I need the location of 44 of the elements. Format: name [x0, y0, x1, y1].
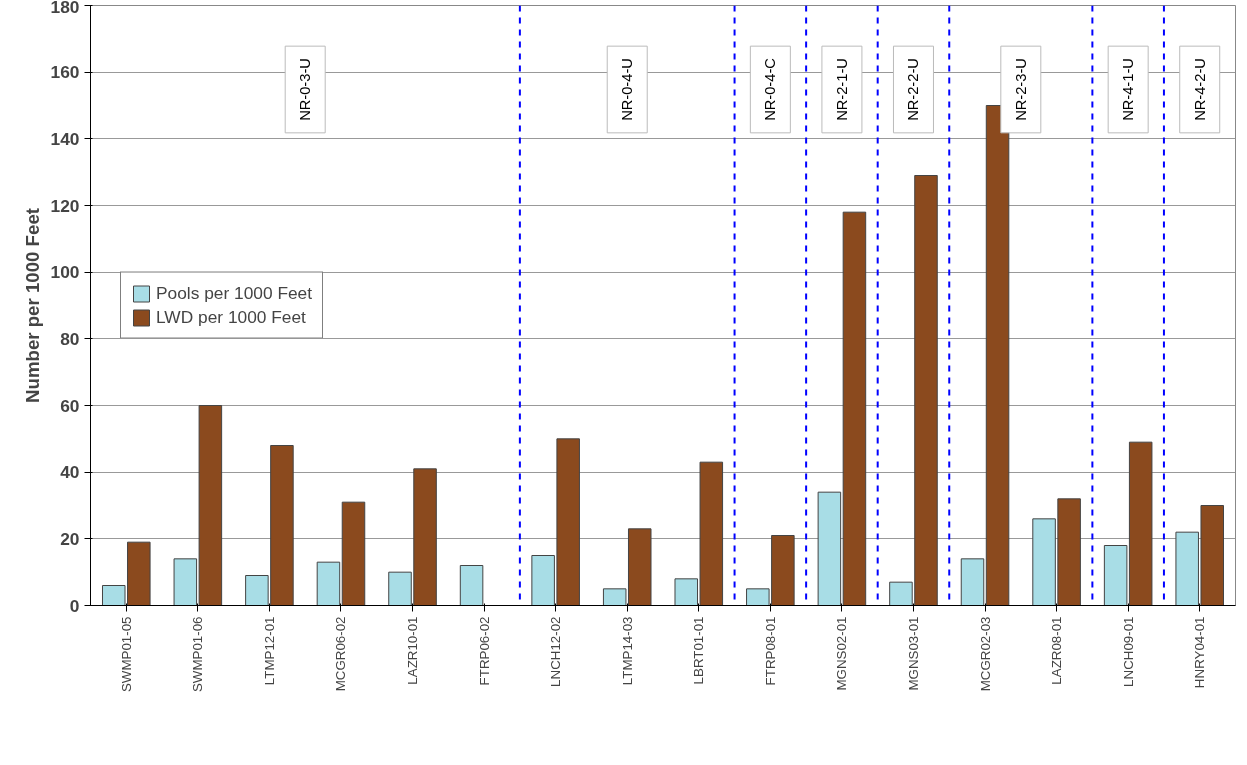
x-tick-label: FTRP06-02: [476, 616, 492, 686]
annotation: NR-2-2-U: [905, 58, 922, 121]
x-tick-label: LAZR08-01: [1049, 616, 1065, 685]
y-tick-label: 160: [50, 62, 80, 83]
x-tick-label: SWMP01-05: [118, 616, 134, 693]
bar: [960, 558, 985, 606]
y-tick-label: 100: [50, 262, 80, 283]
x-tick-label: MGNS02-01: [834, 616, 850, 691]
bar: [459, 565, 484, 606]
x-tick-label: LTMP12-01: [261, 616, 277, 686]
bar: [316, 561, 341, 606]
annotation: NR-0-3-U: [297, 58, 314, 121]
annotation: NR-2-3-U: [1012, 58, 1029, 121]
bar: [341, 501, 366, 606]
x-tick-label: LTMP14-03: [619, 616, 635, 686]
annotation: NR-2-1-U: [833, 58, 850, 121]
bar: [817, 491, 842, 606]
x-tick-label: LAZR10-01: [405, 616, 421, 685]
x-tick-label: SWMP01-06: [190, 616, 206, 693]
y-tick-label: 60: [60, 395, 80, 416]
x-tick-label: LBRT01-01: [691, 616, 707, 685]
y-tick-label: 40: [60, 462, 80, 483]
x-tick-label: LNCH12-02: [548, 616, 564, 687]
y-tick-label: 120: [50, 195, 80, 216]
x-tick-label: LNCH09-01: [1120, 616, 1136, 687]
x-tick-label: MGNS03-01: [905, 616, 921, 691]
x-tick-label: MCGR02-03: [977, 616, 993, 692]
y-tick-label: 180: [50, 0, 80, 17]
y-tick-label: 140: [50, 128, 80, 149]
legend-label: LWD per 1000 Feet: [156, 306, 306, 328]
x-tick-label: HNRY04-01: [1192, 616, 1208, 689]
legend-label: Pools per 1000 Feet: [156, 282, 313, 304]
annotation: NR-4-2-U: [1191, 58, 1208, 121]
annotation: NR-0-4-U: [619, 58, 636, 121]
annotation: NR-0-4-C: [762, 57, 779, 121]
x-tick-label: MCGR06-02: [333, 616, 349, 692]
y-tick-label: 20: [60, 528, 80, 549]
x-tick-label: FTRP08-01: [762, 616, 778, 686]
y-tick-label: 0: [69, 595, 80, 616]
y-axis-title: Number per 1000 Feet: [21, 208, 43, 403]
annotation: NR-4-1-U: [1120, 58, 1137, 121]
bar: [985, 105, 1010, 606]
y-tick-label: 80: [60, 328, 80, 349]
bar: [842, 211, 867, 606]
